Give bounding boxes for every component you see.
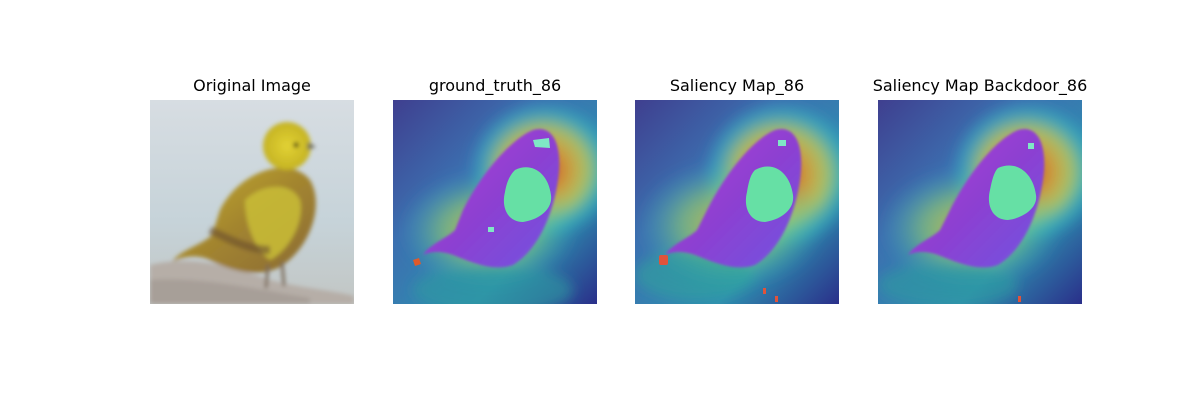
- panel-title: Original Image: [193, 76, 311, 95]
- saliency-backdoor-heatmap: [878, 100, 1082, 304]
- original-image: [150, 100, 354, 304]
- saliency-heatmap: [635, 100, 839, 304]
- panel-ground-truth: ground_truth_86: [393, 76, 597, 304]
- panel-saliency: Saliency Map_86: [635, 76, 839, 304]
- panel-original: Original Image: [150, 76, 354, 304]
- panel-saliency-backdoor: Saliency Map Backdoor_86: [873, 76, 1087, 304]
- panel-title: Saliency Map Backdoor_86: [872, 76, 1088, 95]
- ground-truth-heatmap: [393, 100, 597, 304]
- panel-title: Saliency Map_86: [669, 76, 805, 95]
- panel-title: ground_truth_86: [428, 76, 562, 95]
